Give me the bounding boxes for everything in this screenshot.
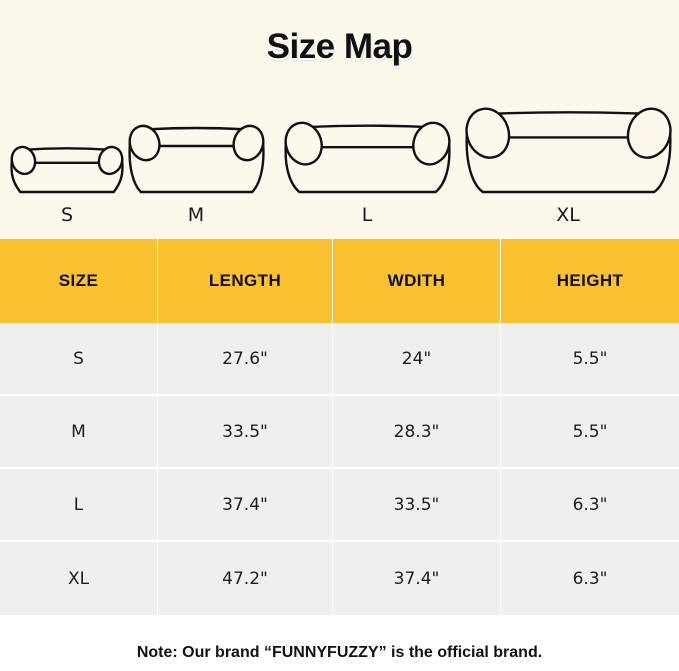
bed-size-label-l: L: [361, 204, 373, 226]
column-header-height: HEIGHT: [501, 239, 679, 323]
bed-bolster-left: [464, 107, 510, 159]
bed-size-label-m: M: [187, 204, 205, 226]
pet-bed-illustration-m: [127, 124, 265, 194]
bed-size-label-s: S: [60, 204, 74, 226]
bed-bolster-left: [283, 121, 323, 166]
cell-length: 33.5": [158, 396, 333, 469]
bed-body-outline: [283, 140, 451, 194]
bed-top-rail: [301, 124, 433, 129]
cell-size: L: [0, 469, 158, 542]
cell-length: 27.6": [158, 323, 333, 396]
column-header-size: SIZE: [0, 239, 158, 323]
bed-bolster-left: [10, 145, 37, 176]
table-header-row: SIZE LENGTH WDITH HEIGHT: [0, 239, 679, 323]
brand-note: Note: Our brand “FUNNYFUZZY” is the offi…: [136, 644, 543, 661]
bed-top-rail: [22, 147, 112, 152]
bed-top-rail: [142, 126, 250, 131]
cell-width: 33.5": [333, 469, 501, 542]
bed-top-rail: [486, 111, 650, 116]
bed-bolster-right: [231, 124, 264, 162]
table-row: XL 47.2" 37.4" 6.3": [0, 542, 679, 615]
column-header-width: WDITH: [333, 239, 501, 323]
cell-height: 5.5": [501, 396, 679, 469]
hero-panel: Size Map S M L XL: [0, 0, 679, 239]
cell-size: S: [0, 323, 158, 396]
bed-body-outline: [10, 158, 124, 194]
cell-height: 6.3": [501, 469, 679, 542]
page-title: Size Map: [266, 27, 413, 66]
bed-size-label-xl: XL: [556, 204, 580, 226]
bed-bolster-left: [128, 124, 161, 162]
table-row: S 27.6" 24" 5.5": [0, 323, 679, 396]
cell-size: M: [0, 396, 158, 469]
table-row: M 33.5" 28.3" 5.5": [0, 396, 679, 469]
table-row: L 37.4" 33.5" 6.3": [0, 469, 679, 542]
bed-bolster-right: [411, 121, 451, 166]
bed-bolster-right: [626, 107, 672, 159]
cell-length: 47.2": [158, 542, 333, 615]
pet-bed-illustration-l: [283, 121, 451, 194]
cell-size: XL: [0, 542, 158, 615]
cell-length: 37.4": [158, 469, 333, 542]
cell-height: 5.5": [501, 323, 679, 396]
pet-bed-illustration-xl: [464, 107, 672, 194]
cell-width: 24": [333, 323, 501, 396]
cell-height: 6.3": [501, 542, 679, 615]
cell-width: 37.4": [333, 542, 501, 615]
column-header-length: LENGTH: [158, 239, 333, 323]
size-table: SIZE LENGTH WDITH HEIGHT S 27.6" 24" 5.5…: [0, 239, 679, 615]
pet-bed-illustration-s: [10, 145, 124, 194]
bed-body-outline: [464, 130, 672, 194]
bed-body-outline: [127, 140, 265, 194]
cell-width: 28.3": [333, 396, 501, 469]
bed-illustration-group: [0, 78, 679, 198]
bed-bolster-right: [97, 145, 124, 176]
